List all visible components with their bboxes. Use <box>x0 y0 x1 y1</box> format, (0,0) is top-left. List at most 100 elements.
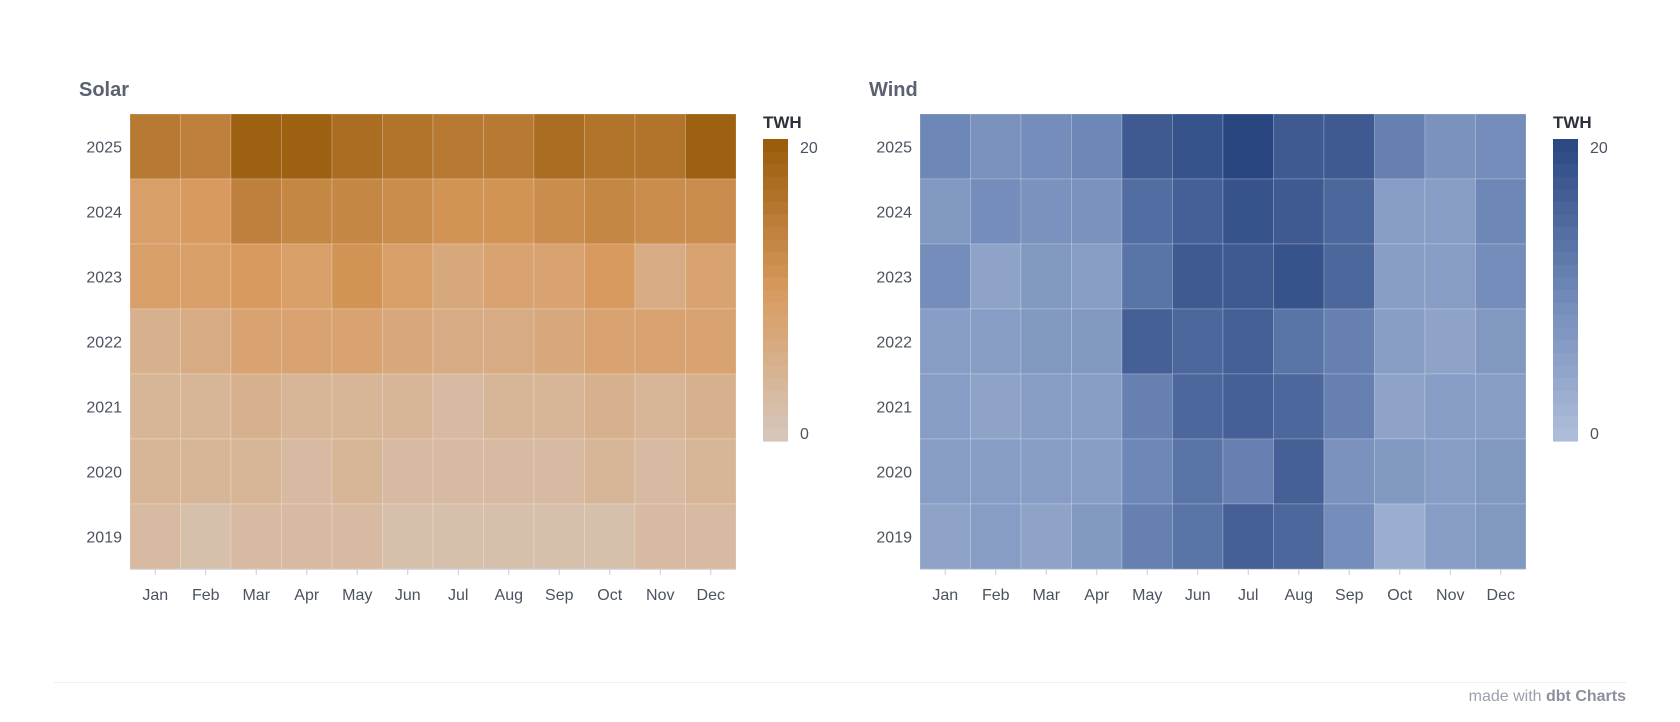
heatmap-cell[interactable] <box>1172 373 1224 440</box>
heatmap-cell[interactable] <box>634 373 686 440</box>
heatmap-cell[interactable] <box>685 113 737 180</box>
heatmap-cell[interactable] <box>382 308 434 375</box>
heatmap-cell[interactable] <box>432 373 484 440</box>
heatmap-cell[interactable] <box>1323 438 1375 505</box>
heatmap-cell[interactable] <box>230 243 282 310</box>
heatmap-cell[interactable] <box>1071 113 1123 180</box>
heatmap-cell[interactable] <box>685 178 737 245</box>
heatmap-cell[interactable] <box>584 113 636 180</box>
heatmap-cell[interactable] <box>281 113 333 180</box>
heatmap-cell[interactable] <box>483 503 535 570</box>
heatmap-cell[interactable] <box>129 308 181 375</box>
heatmap-cell[interactable] <box>1374 243 1426 310</box>
heatmap-cell[interactable] <box>1071 308 1123 375</box>
heatmap-cell[interactable] <box>584 308 636 375</box>
heatmap-cell[interactable] <box>584 178 636 245</box>
heatmap-cell[interactable] <box>1121 438 1173 505</box>
heatmap-cell[interactable] <box>1172 503 1224 570</box>
heatmap-cell[interactable] <box>1172 308 1224 375</box>
heatmap-cell[interactable] <box>1323 243 1375 310</box>
heatmap-cell[interactable] <box>1475 438 1527 505</box>
heatmap-cell[interactable] <box>331 113 383 180</box>
heatmap-cell[interactable] <box>584 373 636 440</box>
heatmap-cell[interactable] <box>970 113 1022 180</box>
heatmap-cell[interactable] <box>1424 243 1476 310</box>
heatmap-cell[interactable] <box>483 178 535 245</box>
heatmap-cell[interactable] <box>533 243 585 310</box>
heatmap-cell[interactable] <box>533 438 585 505</box>
heatmap-cell[interactable] <box>331 308 383 375</box>
heatmap-cell[interactable] <box>432 178 484 245</box>
heatmap-cell[interactable] <box>1424 178 1476 245</box>
heatmap-cell[interactable] <box>1020 503 1072 570</box>
heatmap-cell[interactable] <box>1424 503 1476 570</box>
heatmap-cell[interactable] <box>432 503 484 570</box>
heatmap-cell[interactable] <box>685 438 737 505</box>
heatmap-cell[interactable] <box>1273 373 1325 440</box>
heatmap-cell[interactable] <box>584 503 636 570</box>
heatmap-cell[interactable] <box>1424 438 1476 505</box>
heatmap-cell[interactable] <box>331 438 383 505</box>
heatmap-cell[interactable] <box>432 243 484 310</box>
heatmap-cell[interactable] <box>1374 113 1426 180</box>
heatmap-cell[interactable] <box>1222 113 1274 180</box>
heatmap-cell[interactable] <box>331 243 383 310</box>
heatmap-cell[interactable] <box>129 178 181 245</box>
heatmap-cell[interactable] <box>919 178 971 245</box>
heatmap-cell[interactable] <box>1172 243 1224 310</box>
heatmap-cell[interactable] <box>1071 178 1123 245</box>
heatmap-cell[interactable] <box>533 113 585 180</box>
heatmap-cell[interactable] <box>1071 438 1123 505</box>
heatmap-cell[interactable] <box>584 243 636 310</box>
heatmap-cell[interactable] <box>483 438 535 505</box>
heatmap-cell[interactable] <box>382 438 434 505</box>
heatmap-cell[interactable] <box>382 373 434 440</box>
heatmap-cell[interactable] <box>919 503 971 570</box>
heatmap-cell[interactable] <box>1323 178 1375 245</box>
heatmap-cell[interactable] <box>1020 373 1072 440</box>
heatmap-cell[interactable] <box>1475 373 1527 440</box>
heatmap-cell[interactable] <box>685 308 737 375</box>
heatmap-cell[interactable] <box>281 308 333 375</box>
heatmap-cell[interactable] <box>281 243 333 310</box>
heatmap-cell[interactable] <box>1222 373 1274 440</box>
heatmap-cell[interactable] <box>1323 503 1375 570</box>
heatmap-cell[interactable] <box>382 178 434 245</box>
heatmap-cell[interactable] <box>533 308 585 375</box>
heatmap-cell[interactable] <box>1424 308 1476 375</box>
heatmap-cell[interactable] <box>129 243 181 310</box>
heatmap-cell[interactable] <box>1071 243 1123 310</box>
heatmap-cell[interactable] <box>1172 438 1224 505</box>
heatmap-cell[interactable] <box>919 113 971 180</box>
heatmap-cell[interactable] <box>230 113 282 180</box>
heatmap-cell[interactable] <box>1475 178 1527 245</box>
heatmap-cell[interactable] <box>331 178 383 245</box>
heatmap-cell[interactable] <box>1020 113 1072 180</box>
heatmap-cell[interactable] <box>180 503 232 570</box>
heatmap-cell[interactable] <box>1323 373 1375 440</box>
heatmap-cell[interactable] <box>1273 438 1325 505</box>
heatmap-cell[interactable] <box>685 503 737 570</box>
heatmap-cell[interactable] <box>1273 308 1325 375</box>
heatmap-cell[interactable] <box>483 308 535 375</box>
heatmap-cell[interactable] <box>1424 373 1476 440</box>
heatmap-cell[interactable] <box>1222 178 1274 245</box>
heatmap-cell[interactable] <box>331 503 383 570</box>
heatmap-cell[interactable] <box>129 503 181 570</box>
heatmap-cell[interactable] <box>1121 113 1173 180</box>
heatmap-cell[interactable] <box>1424 113 1476 180</box>
heatmap-cell[interactable] <box>180 113 232 180</box>
heatmap-cell[interactable] <box>281 438 333 505</box>
heatmap-cell[interactable] <box>180 243 232 310</box>
heatmap-cell[interactable] <box>230 438 282 505</box>
heatmap-cell[interactable] <box>919 243 971 310</box>
heatmap-cell[interactable] <box>634 178 686 245</box>
heatmap-cell[interactable] <box>634 113 686 180</box>
heatmap-cell[interactable] <box>970 373 1022 440</box>
heatmap-cell[interactable] <box>432 438 484 505</box>
heatmap-cell[interactable] <box>1374 503 1426 570</box>
heatmap-cell[interactable] <box>180 373 232 440</box>
heatmap-cell[interactable] <box>1172 178 1224 245</box>
heatmap-cell[interactable] <box>129 373 181 440</box>
heatmap-cell[interactable] <box>1071 373 1123 440</box>
